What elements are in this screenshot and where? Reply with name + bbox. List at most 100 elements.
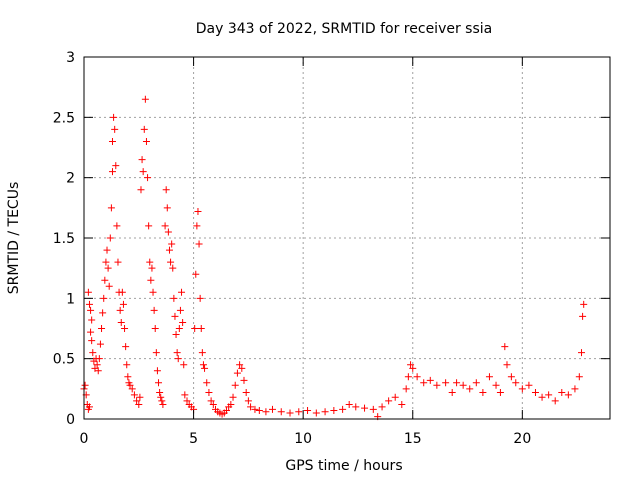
data-point [172, 331, 180, 339]
data-point [110, 113, 118, 121]
data-point [167, 258, 175, 266]
data-point [112, 162, 120, 170]
data-point [105, 282, 113, 290]
data-point [144, 174, 152, 182]
data-point [426, 376, 434, 384]
data-point [162, 186, 170, 194]
data-point [222, 407, 230, 415]
data-point [106, 234, 114, 242]
data-point [98, 325, 106, 332]
data-point [197, 325, 205, 332]
y-axis-label: SRMTID / TECUs [6, 182, 22, 295]
data-point [479, 388, 487, 396]
data-point [580, 300, 588, 308]
data-point [157, 393, 165, 401]
data-point [503, 361, 511, 369]
data-point [196, 294, 204, 302]
data-point [102, 258, 110, 266]
data-point [118, 288, 126, 296]
data-point [150, 306, 158, 314]
data-point [233, 369, 241, 377]
data-point [116, 306, 124, 314]
data-point [330, 407, 338, 415]
data-point [161, 222, 169, 230]
data-point [169, 264, 177, 272]
data-point [130, 391, 138, 399]
data-point [201, 364, 209, 372]
data-point [205, 388, 213, 396]
data-point [466, 385, 474, 393]
data-point [165, 246, 173, 254]
data-point [531, 388, 539, 396]
data-point [378, 403, 386, 411]
data-point [174, 355, 182, 363]
data-point [145, 222, 153, 230]
data-point [84, 288, 92, 296]
x-tick-label: 20 [513, 431, 531, 447]
data-point [545, 391, 553, 399]
data-point [352, 403, 360, 411]
data-point [321, 408, 329, 416]
data-point [453, 379, 461, 387]
data-point [413, 373, 421, 381]
data-point [135, 401, 143, 409]
x-tick-label: 0 [80, 431, 89, 447]
data-point [164, 228, 172, 236]
data-point [111, 125, 119, 133]
data-point [85, 403, 93, 411]
data-point [81, 381, 89, 389]
data-point [152, 349, 160, 357]
data-point [518, 385, 526, 393]
data-point [407, 361, 415, 369]
data-point [89, 349, 97, 357]
data-point [95, 355, 103, 363]
data-point [385, 397, 393, 405]
data-point [402, 385, 410, 393]
x-tick-label: 15 [404, 431, 422, 447]
data-point [459, 381, 467, 389]
data-point [101, 276, 109, 284]
data-point [244, 397, 252, 405]
data-point [88, 316, 96, 324]
data-point [146, 258, 154, 266]
data-point [472, 379, 480, 387]
data-point [496, 388, 504, 396]
data-point [255, 407, 263, 415]
data-point [369, 405, 377, 413]
data-point [207, 397, 215, 405]
data-point [156, 388, 164, 396]
data-point [404, 373, 412, 381]
data-point [391, 393, 399, 401]
data-point [119, 300, 127, 308]
data-point [198, 349, 206, 357]
data-point [579, 312, 587, 320]
data-point [133, 397, 141, 405]
data-point [485, 373, 493, 381]
data-point [85, 300, 93, 308]
data-point [420, 379, 428, 387]
data-point [147, 276, 155, 284]
data-point [178, 288, 186, 296]
data-point [100, 294, 108, 302]
data-point [578, 349, 586, 357]
data-point [191, 325, 199, 332]
data-point [126, 381, 134, 389]
data-point [176, 306, 184, 314]
data-point [142, 137, 150, 145]
y-tick-label: 1.5 [53, 231, 75, 247]
data-point [203, 379, 211, 387]
data-point [251, 405, 259, 413]
data-point [108, 168, 116, 176]
data-point [199, 361, 207, 369]
data-point [195, 240, 203, 248]
data-point [87, 306, 95, 314]
data-point [108, 137, 116, 145]
data-point [345, 401, 353, 409]
data-point [114, 258, 122, 266]
data-point [175, 325, 183, 332]
data-point [96, 340, 104, 348]
data-point [512, 379, 520, 387]
data-point [227, 401, 235, 409]
